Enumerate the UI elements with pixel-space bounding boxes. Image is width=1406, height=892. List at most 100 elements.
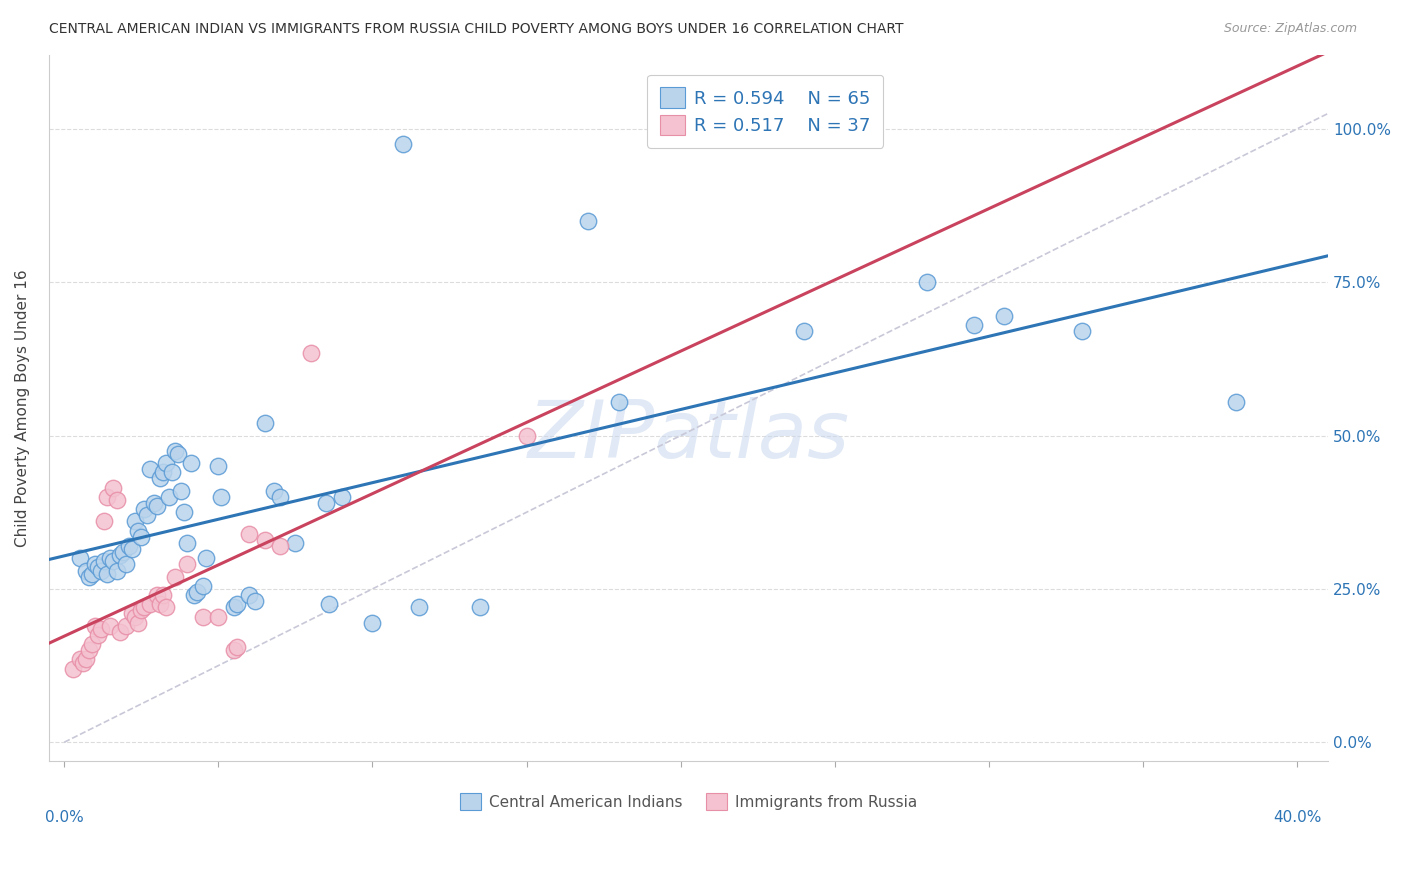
Point bbox=[103, 481, 125, 495]
Point bbox=[993, 309, 1015, 323]
Point bbox=[183, 588, 205, 602]
Point bbox=[84, 558, 107, 572]
Point bbox=[191, 579, 214, 593]
Point bbox=[1225, 394, 1247, 409]
Point bbox=[238, 526, 260, 541]
Point bbox=[87, 628, 110, 642]
Point bbox=[134, 600, 156, 615]
Point bbox=[173, 505, 195, 519]
Point bbox=[576, 214, 599, 228]
Text: 40.0%: 40.0% bbox=[1272, 810, 1322, 825]
Point bbox=[87, 560, 110, 574]
Point bbox=[90, 564, 112, 578]
Point bbox=[105, 564, 128, 578]
Point bbox=[191, 609, 214, 624]
Point bbox=[80, 566, 103, 581]
Point bbox=[142, 496, 165, 510]
Point bbox=[69, 652, 91, 666]
Point bbox=[111, 545, 134, 559]
Point bbox=[222, 643, 245, 657]
Point bbox=[186, 585, 208, 599]
Point bbox=[176, 558, 198, 572]
Point bbox=[263, 483, 285, 498]
Point bbox=[103, 554, 125, 568]
Point bbox=[170, 483, 193, 498]
Point bbox=[315, 496, 337, 510]
Point bbox=[136, 508, 159, 523]
Point bbox=[318, 597, 340, 611]
Point bbox=[253, 533, 276, 547]
Point bbox=[96, 566, 118, 581]
Point bbox=[155, 456, 177, 470]
Point bbox=[194, 551, 217, 566]
Point bbox=[90, 622, 112, 636]
Point bbox=[124, 609, 146, 624]
Point bbox=[118, 539, 141, 553]
Point bbox=[160, 466, 183, 480]
Point bbox=[253, 417, 276, 431]
Point bbox=[408, 600, 430, 615]
Point bbox=[93, 515, 115, 529]
Point bbox=[361, 615, 384, 630]
Point bbox=[96, 490, 118, 504]
Point bbox=[100, 551, 122, 566]
Point bbox=[121, 542, 143, 557]
Point bbox=[207, 609, 229, 624]
Point bbox=[207, 459, 229, 474]
Point bbox=[69, 551, 91, 566]
Point bbox=[299, 345, 322, 359]
Point bbox=[330, 490, 353, 504]
Point bbox=[225, 597, 247, 611]
Point bbox=[222, 600, 245, 615]
Legend: Central American Indians, Immigrants from Russia: Central American Indians, Immigrants fro… bbox=[454, 787, 922, 816]
Point bbox=[75, 652, 97, 666]
Point bbox=[80, 637, 103, 651]
Point bbox=[152, 588, 174, 602]
Point bbox=[145, 588, 167, 602]
Point bbox=[225, 640, 247, 655]
Point bbox=[176, 536, 198, 550]
Point bbox=[108, 548, 131, 562]
Point bbox=[124, 515, 146, 529]
Point bbox=[129, 530, 152, 544]
Point bbox=[77, 643, 100, 657]
Point bbox=[152, 466, 174, 480]
Point bbox=[72, 656, 94, 670]
Point bbox=[139, 597, 162, 611]
Point bbox=[145, 499, 167, 513]
Point bbox=[129, 603, 152, 617]
Point bbox=[470, 600, 492, 615]
Point bbox=[77, 569, 100, 583]
Point bbox=[238, 588, 260, 602]
Point bbox=[167, 447, 190, 461]
Point bbox=[75, 564, 97, 578]
Text: ZIPatlas: ZIPatlas bbox=[527, 397, 849, 475]
Point bbox=[139, 462, 162, 476]
Text: Source: ZipAtlas.com: Source: ZipAtlas.com bbox=[1223, 22, 1357, 36]
Point bbox=[392, 137, 415, 152]
Point bbox=[114, 618, 136, 632]
Text: 0.0%: 0.0% bbox=[45, 810, 83, 825]
Point bbox=[149, 597, 172, 611]
Point bbox=[607, 394, 630, 409]
Point bbox=[1070, 324, 1092, 338]
Point bbox=[962, 318, 984, 332]
Point bbox=[114, 558, 136, 572]
Point bbox=[284, 536, 307, 550]
Point bbox=[84, 618, 107, 632]
Point bbox=[62, 662, 84, 676]
Point bbox=[108, 624, 131, 639]
Point bbox=[93, 554, 115, 568]
Point bbox=[127, 524, 149, 538]
Point bbox=[157, 490, 180, 504]
Point bbox=[121, 607, 143, 621]
Point bbox=[917, 275, 939, 289]
Text: CENTRAL AMERICAN INDIAN VS IMMIGRANTS FROM RUSSIA CHILD POVERTY AMONG BOYS UNDER: CENTRAL AMERICAN INDIAN VS IMMIGRANTS FR… bbox=[49, 22, 904, 37]
Point bbox=[793, 324, 815, 338]
Point bbox=[155, 600, 177, 615]
Y-axis label: Child Poverty Among Boys Under 16: Child Poverty Among Boys Under 16 bbox=[15, 269, 30, 547]
Point bbox=[269, 539, 291, 553]
Point bbox=[100, 618, 122, 632]
Point bbox=[165, 443, 187, 458]
Point bbox=[134, 502, 156, 516]
